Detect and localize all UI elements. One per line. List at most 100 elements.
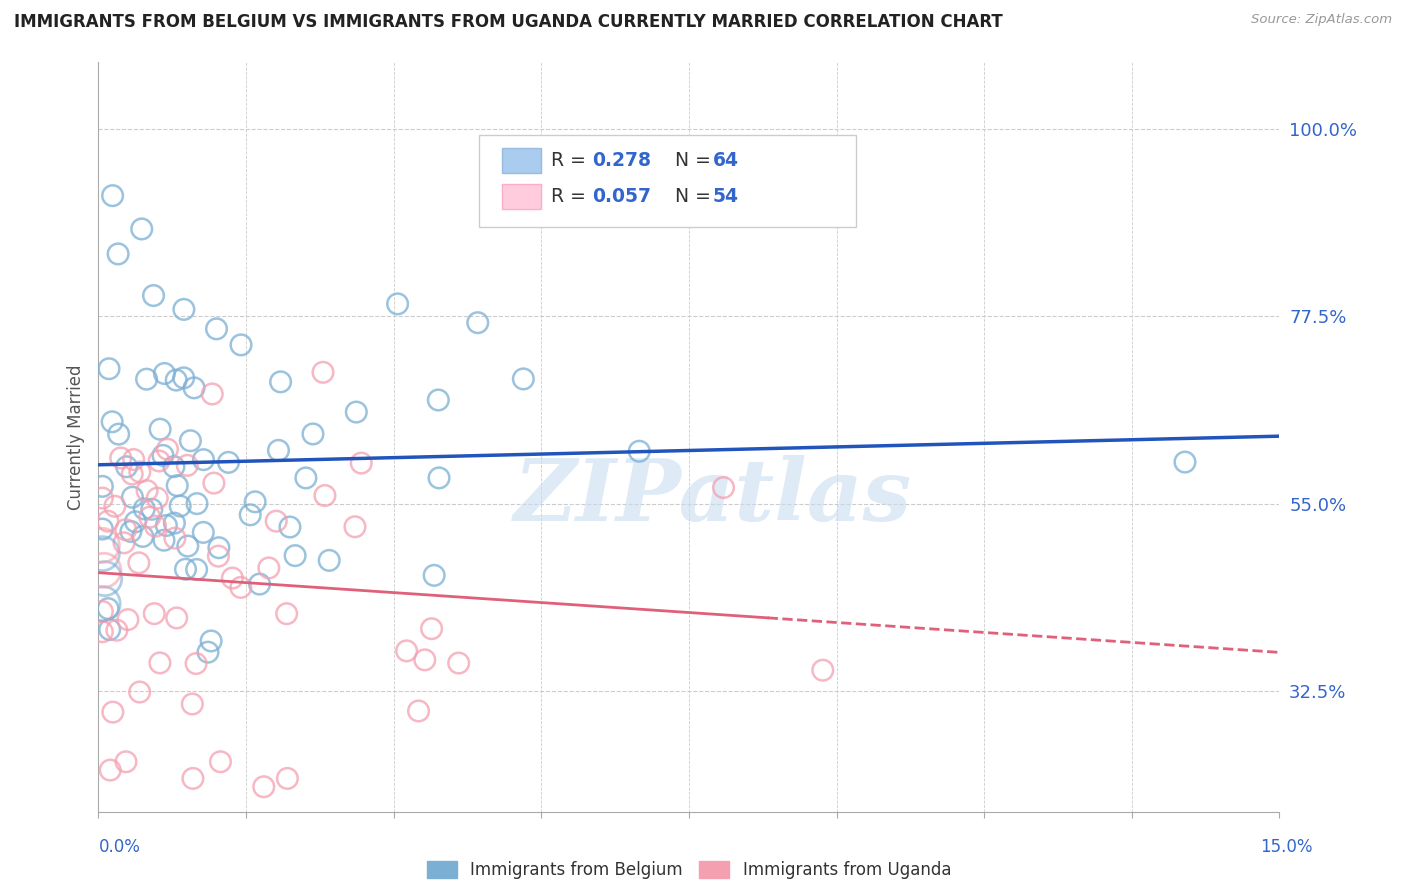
Point [184,657,207,671]
Text: 54: 54 [713,186,738,206]
Point [270,375,292,389]
Point [257,561,280,575]
Point [312,365,335,379]
Point [344,405,367,419]
Point [186,562,208,576]
Point [131,222,153,236]
Point [139,510,162,524]
Point [148,454,170,468]
Point [110,450,132,465]
Point [278,520,301,534]
Point [120,524,142,539]
Point [91,624,114,639]
Point [128,465,150,479]
Point [302,426,325,441]
Point [163,516,186,530]
Point [174,562,197,576]
Point [105,624,128,638]
Point [132,529,155,543]
Text: Source: ZipAtlas.com: Source: ZipAtlas.com [1251,13,1392,27]
Point [121,490,143,504]
Point [107,247,129,261]
Point [112,536,135,550]
Point [145,519,167,533]
Point [142,288,165,302]
Point [395,644,418,658]
Point [447,656,470,670]
Point [295,471,318,485]
Point [173,302,195,317]
Legend: Immigrants from Belgium, Immigrants from Uganda: Immigrants from Belgium, Immigrants from… [420,855,957,886]
Point [155,518,177,533]
Point [149,422,172,436]
Point [427,471,450,485]
Point [249,577,271,591]
Text: 0.0%: 0.0% [98,838,141,855]
Point [153,533,176,548]
Point [166,611,188,625]
Point [427,392,450,407]
Point [93,572,115,586]
Text: 0.278: 0.278 [592,151,651,170]
Text: R =: R = [551,186,592,206]
Point [91,538,114,552]
Point [229,581,252,595]
Point [153,367,176,381]
Point [115,459,138,474]
Point [169,499,191,513]
Point [239,508,262,522]
Point [181,697,204,711]
Point [1174,455,1197,469]
Text: 0.057: 0.057 [592,186,651,206]
Text: N =: N = [675,186,717,206]
Point [318,553,340,567]
Point [264,514,287,528]
Point [124,515,146,529]
Point [117,613,139,627]
Point [193,525,215,540]
Point [173,371,195,385]
Point [135,372,157,386]
Point [143,607,166,621]
Point [197,645,219,659]
Point [267,443,290,458]
Text: IMMIGRANTS FROM BELGIUM VS IMMIGRANTS FROM UGANDA CURRENTLY MARRIED CORRELATION : IMMIGRANTS FROM BELGIUM VS IMMIGRANTS FR… [14,13,1002,31]
Point [229,338,252,352]
Point [253,780,276,794]
Point [93,563,115,577]
Point [91,597,114,611]
Point [276,772,298,786]
Point [115,755,138,769]
Point [149,656,172,670]
Point [136,483,159,498]
Point [98,623,121,637]
Point [104,500,127,514]
Point [141,502,163,516]
Point [146,491,169,505]
Point [423,568,446,582]
Point [512,372,534,386]
Point [101,188,124,202]
Point [152,449,174,463]
Point [134,502,156,516]
Point [128,556,150,570]
Point [713,481,735,495]
Point [207,549,229,563]
Point [205,322,228,336]
Point [97,514,120,528]
Point [122,452,145,467]
Text: 15.0%: 15.0% [1260,838,1313,855]
Point [98,763,121,777]
Point [202,476,225,491]
Point [200,634,222,648]
Point [179,434,201,448]
Point [467,316,489,330]
Point [176,458,198,473]
Point [181,772,204,786]
Point [276,607,298,621]
Point [284,549,307,563]
Point [209,755,232,769]
Point [91,479,114,493]
Point [91,604,114,618]
Point [101,415,124,429]
